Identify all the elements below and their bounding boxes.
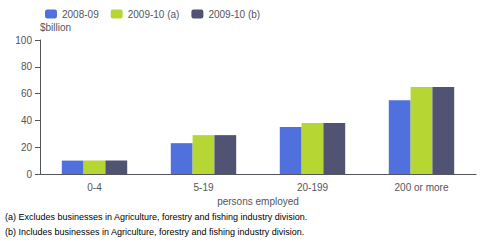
- svg-text:0-4: 0-4: [87, 182, 102, 193]
- svg-text:0: 0: [26, 169, 32, 180]
- svg-text:$billion: $billion: [40, 22, 71, 33]
- svg-text:persons employed: persons employed: [217, 196, 299, 207]
- svg-text:80: 80: [21, 61, 33, 72]
- svg-text:5-19: 5-19: [193, 182, 213, 193]
- svg-text:60: 60: [21, 88, 33, 99]
- svg-text:(a) Excludes businesses in Agr: (a) Excludes businesses in Agriculture, …: [5, 212, 307, 222]
- svg-text:200 or more: 200 or more: [395, 182, 449, 193]
- svg-text:100: 100: [15, 35, 32, 46]
- svg-text:40: 40: [21, 115, 33, 126]
- svg-text:2009-10 (a): 2009-10 (a): [128, 9, 180, 20]
- svg-text:2009-10 (b): 2009-10 (b): [208, 9, 260, 20]
- svg-text:(b) Includes businesses in Agr: (b) Includes businesses in Agriculture, …: [5, 227, 304, 237]
- svg-text:20: 20: [21, 142, 33, 153]
- svg-text:20-199: 20-199: [297, 182, 329, 193]
- svg-text:2008-09: 2008-09: [62, 9, 99, 20]
